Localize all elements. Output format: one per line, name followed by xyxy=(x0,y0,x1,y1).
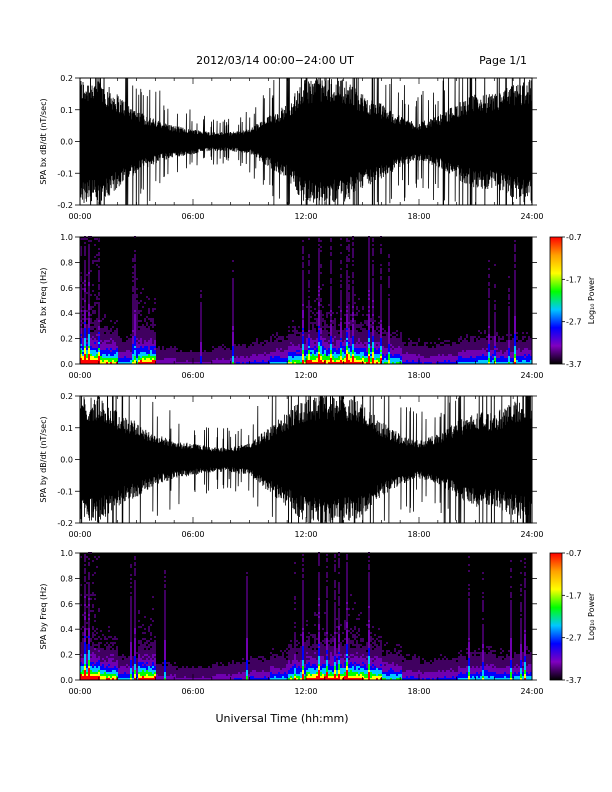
panels: -0.2 -0.1 0.0 0.1 0.2 00:00 06:00 12:00 18:00 24:… xyxy=(39,0,596,696)
x-tick-label: 00:00 xyxy=(68,530,91,539)
y-tick-label: 0.1 xyxy=(60,106,73,115)
y-tick-label: -0.1 xyxy=(57,169,73,178)
colorbar-tick-label: -1.7 xyxy=(566,591,582,600)
y-tick-label: 0.4 xyxy=(60,625,73,634)
x-tick-label: 00:00 xyxy=(68,371,91,380)
x-tick-label: 24:00 xyxy=(520,530,543,539)
y-tick-label: 0.2 xyxy=(60,335,73,344)
y-axis-label: SPA bx dB/dt (nT/sec) xyxy=(39,98,48,184)
y-tick-label: -0.1 xyxy=(57,487,73,496)
x-tick-label: 18:00 xyxy=(407,371,430,380)
colorbar-label: Log₁₀ Power xyxy=(587,276,596,324)
spectrogram-panel-1: 0.0 0.2 0.4 0.6 0.8 1.0 -0.7 -1.7 -2.7 -3.7 Log₁₀ … xyxy=(39,233,596,380)
x-tick-label: 00:00 xyxy=(68,212,91,221)
figure-title: 2012/03/14 00:00−24:00 UT xyxy=(196,54,354,67)
x-tick-label: 06:00 xyxy=(181,530,204,539)
x-tick-label: 00:00 xyxy=(68,687,91,696)
y-axis-label: SPA by Freq (Hz) xyxy=(39,584,48,650)
y-tick-label: 0.0 xyxy=(60,360,73,369)
page-number: Page 1/1 xyxy=(479,54,527,67)
colorbar xyxy=(550,237,562,364)
y-tick-label: 0.2 xyxy=(60,651,73,660)
x-tick-label: 18:00 xyxy=(407,530,430,539)
colorbar-tick-label: -1.7 xyxy=(566,275,582,284)
x-tick-label: 18:00 xyxy=(407,687,430,696)
x-tick-label: 06:00 xyxy=(181,371,204,380)
x-axis-label: Universal Time (hh:mm) xyxy=(216,712,349,725)
colorbar-tick-label: -0.7 xyxy=(566,549,582,558)
x-tick-label: 12:00 xyxy=(294,371,317,380)
y-tick-label: 0.1 xyxy=(60,424,73,433)
colorbar-tick-label: -0.7 xyxy=(566,233,582,242)
figure: 2012/03/14 00:00−24:00 UT Page 1/1 Unive… xyxy=(0,0,612,792)
colorbar xyxy=(550,553,562,680)
colorbar-tick-label: -3.7 xyxy=(566,676,582,685)
y-tick-label: 0.4 xyxy=(60,309,73,318)
y-tick-label: 0.6 xyxy=(60,284,73,293)
x-tick-label: 12:00 xyxy=(294,212,317,221)
y-tick-label: 1.0 xyxy=(60,233,73,242)
y-tick-label: -0.2 xyxy=(57,201,73,210)
colorbar-tick-label: -2.7 xyxy=(566,318,582,327)
x-tick-label: 24:00 xyxy=(520,212,543,221)
colorbar-tick-label: -3.7 xyxy=(566,360,582,369)
x-tick-label: 06:00 xyxy=(181,687,204,696)
y-axis-label: SPA by dB/dt (nT/sec) xyxy=(39,416,48,502)
x-tick-label: 24:00 xyxy=(520,687,543,696)
y-tick-label: 1.0 xyxy=(60,549,73,558)
y-tick-label: 0.8 xyxy=(60,574,73,583)
x-tick-label: 18:00 xyxy=(407,212,430,221)
spectrogram-panel-3: 0.0 0.2 0.4 0.6 0.8 1.0 -0.7 -1.7 -2.7 -3.7 Log₁₀ … xyxy=(39,549,596,696)
y-tick-label: 0.0 xyxy=(60,138,73,147)
y-tick-label: 0.6 xyxy=(60,600,73,609)
y-tick-label: -0.2 xyxy=(57,519,73,528)
y-tick-label: 0.2 xyxy=(60,392,73,401)
x-tick-label: 12:00 xyxy=(294,530,317,539)
y-axis-label: SPA bx Freq (Hz) xyxy=(39,268,48,334)
y-tick-label: 0.0 xyxy=(60,456,73,465)
y-tick-label: 0.0 xyxy=(60,676,73,685)
y-tick-label: 0.8 xyxy=(60,258,73,267)
colorbar-label: Log₁₀ Power xyxy=(587,592,596,640)
x-tick-label: 06:00 xyxy=(181,212,204,221)
x-tick-label: 24:00 xyxy=(520,371,543,380)
x-tick-label: 12:00 xyxy=(294,687,317,696)
colorbar-tick-label: -2.7 xyxy=(566,634,582,643)
y-tick-label: 0.2 xyxy=(60,74,73,83)
